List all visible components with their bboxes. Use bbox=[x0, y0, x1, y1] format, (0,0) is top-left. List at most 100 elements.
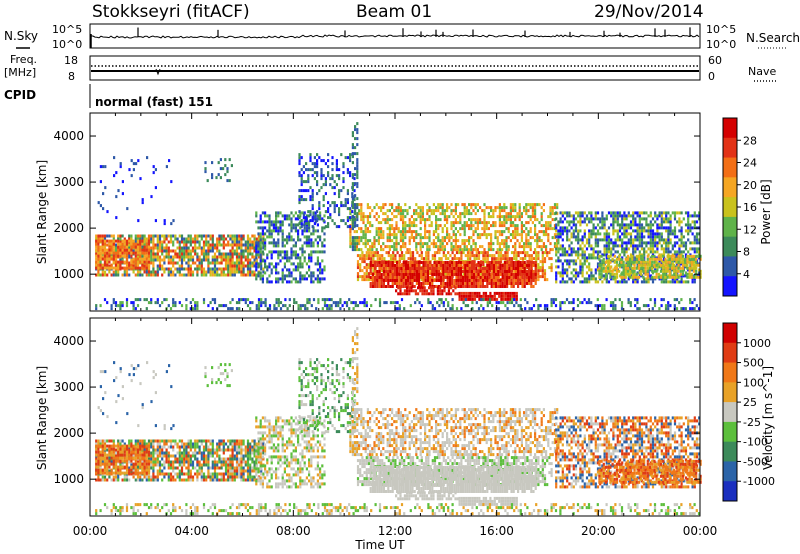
power-cell bbox=[156, 267, 159, 271]
power-cell bbox=[499, 261, 502, 264]
power-cell bbox=[101, 242, 104, 246]
power-cell bbox=[643, 217, 646, 221]
power-cell bbox=[426, 236, 429, 240]
power-cell bbox=[636, 247, 639, 251]
power-cell bbox=[667, 211, 670, 215]
power-cell bbox=[605, 250, 608, 254]
power-cell bbox=[426, 267, 429, 270]
power-cell bbox=[172, 234, 175, 238]
power-cell bbox=[691, 277, 694, 281]
power-cell bbox=[462, 297, 466, 301]
power-cell bbox=[638, 232, 641, 236]
power-cell bbox=[472, 239, 475, 243]
power-cell bbox=[229, 267, 232, 271]
power-cell bbox=[196, 252, 199, 256]
power-cell bbox=[413, 279, 416, 282]
power-cell bbox=[467, 297, 470, 301]
power-cell bbox=[671, 280, 674, 284]
power-cell bbox=[435, 236, 438, 240]
power-cell bbox=[572, 220, 575, 224]
power-cell bbox=[244, 273, 247, 277]
power-cell bbox=[260, 267, 263, 271]
power-cell bbox=[516, 239, 519, 243]
power-cell bbox=[600, 263, 603, 267]
power-cell bbox=[123, 273, 126, 277]
power-cell bbox=[690, 275, 693, 279]
power-cell bbox=[415, 273, 418, 276]
power-cell bbox=[671, 244, 674, 248]
power-cell bbox=[673, 275, 676, 279]
power-cell bbox=[698, 238, 701, 242]
power-cell bbox=[283, 265, 286, 269]
power-cell bbox=[308, 253, 311, 257]
power-cell bbox=[418, 276, 421, 279]
power-cell bbox=[519, 270, 522, 273]
power-cell bbox=[563, 211, 567, 215]
power-cell bbox=[503, 285, 506, 288]
power-cell bbox=[402, 285, 405, 288]
power-cell bbox=[463, 248, 466, 252]
power-cell bbox=[431, 257, 434, 261]
power-cell bbox=[200, 252, 203, 256]
power-cell bbox=[556, 203, 559, 207]
power-cell bbox=[483, 230, 486, 234]
power-cell bbox=[481, 276, 484, 279]
power-cell bbox=[194, 246, 197, 250]
power-cell bbox=[655, 272, 658, 276]
power-cell bbox=[277, 220, 280, 224]
power-cell bbox=[493, 297, 496, 301]
power-cell bbox=[463, 233, 466, 237]
power-cell bbox=[488, 279, 491, 282]
power-cell bbox=[427, 257, 430, 261]
power-cell bbox=[446, 279, 449, 282]
power-cell bbox=[689, 229, 692, 233]
power-cell bbox=[470, 236, 473, 240]
power-cell bbox=[687, 268, 690, 272]
power-cell bbox=[484, 276, 487, 279]
power-cell bbox=[189, 240, 192, 244]
power-cell bbox=[644, 266, 647, 270]
power-cell bbox=[396, 279, 399, 282]
power-cell bbox=[380, 261, 383, 264]
power-cell bbox=[152, 258, 155, 262]
power-cell bbox=[594, 235, 597, 239]
power-cell bbox=[112, 251, 115, 255]
power-cell bbox=[435, 264, 438, 267]
power-cell bbox=[527, 203, 530, 207]
power-cell bbox=[594, 280, 597, 284]
power-cell bbox=[616, 235, 619, 239]
power-cell bbox=[268, 280, 271, 284]
power-cell bbox=[292, 214, 295, 218]
power-cell bbox=[399, 239, 402, 243]
power-cell bbox=[283, 238, 286, 242]
power-cell bbox=[585, 280, 589, 284]
power-cell bbox=[180, 273, 184, 277]
power-cell bbox=[677, 269, 680, 273]
power-cell bbox=[603, 235, 606, 239]
power-cell bbox=[643, 226, 646, 230]
power-cell bbox=[255, 244, 258, 248]
power-cell bbox=[176, 246, 179, 250]
power-cell bbox=[583, 259, 586, 263]
power-cell bbox=[487, 221, 490, 225]
power-cell bbox=[460, 291, 463, 295]
power-cell bbox=[382, 236, 385, 240]
power-cell bbox=[222, 270, 225, 274]
power-cell bbox=[255, 253, 258, 257]
power-cell bbox=[399, 236, 402, 240]
power-cell bbox=[509, 297, 512, 301]
power-cell bbox=[512, 264, 515, 267]
power-cell bbox=[547, 227, 550, 231]
power-cell bbox=[499, 264, 502, 267]
power-cell bbox=[518, 209, 521, 213]
power-cell bbox=[547, 239, 550, 243]
power-cell bbox=[583, 229, 586, 233]
power-cell bbox=[594, 250, 597, 254]
power-cell bbox=[268, 232, 271, 236]
power-cell bbox=[141, 255, 144, 259]
power-cell bbox=[255, 241, 258, 245]
power-cell bbox=[249, 261, 252, 265]
power-cell bbox=[590, 244, 593, 248]
power-cell bbox=[119, 234, 122, 238]
power-cell bbox=[487, 212, 490, 216]
